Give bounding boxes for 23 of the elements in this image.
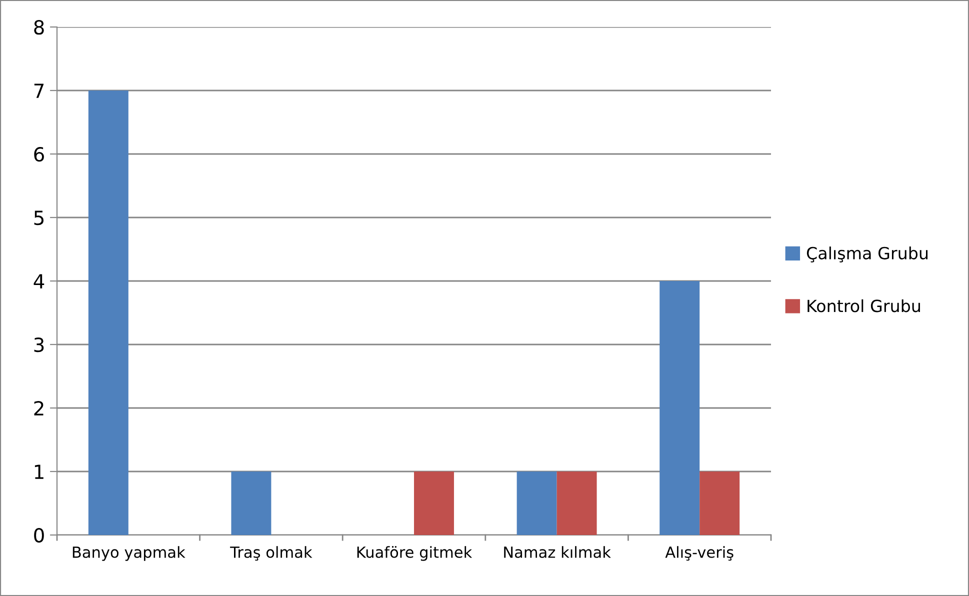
bar (556, 472, 597, 535)
x-tick-label: Banyo yapmak (72, 546, 186, 561)
x-tick-label: Namaz kılmak (504, 546, 611, 558)
bar (231, 472, 272, 535)
bar (414, 472, 454, 535)
y-tick-label: 0 (34, 528, 44, 543)
x-tick-label: Kuaföre gitmek (357, 546, 472, 561)
bar (660, 281, 700, 535)
y-tick-label: 2 (34, 400, 44, 416)
y-tick-label: 3 (34, 337, 44, 352)
legend-label: Çalışma Grubu (806, 246, 928, 262)
y-tick-label: 5 (34, 210, 44, 226)
legend-label: Kontrol Grubu (808, 299, 920, 312)
y-tick-label: 8 (34, 20, 44, 35)
x-tick-label: Alış-veriş (665, 546, 734, 561)
bar (88, 90, 128, 535)
bar (516, 472, 557, 535)
y-tick-label: 4 (34, 274, 44, 288)
y-tick-label: 7 (34, 84, 44, 98)
y-tick-label: 6 (34, 146, 44, 162)
x-tick-label: Traş olmak (230, 546, 312, 561)
y-tick-label: 1 (34, 464, 44, 479)
bar (700, 472, 740, 535)
